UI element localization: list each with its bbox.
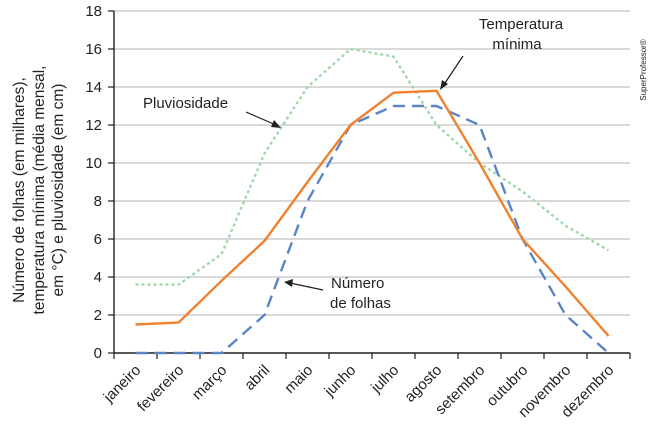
- y-tick-label: 18: [85, 3, 102, 20]
- annotation-temperatura-line-1: Temperatura: [479, 16, 564, 33]
- annotation-temperatura-arrowhead: [440, 80, 448, 90]
- y-tick-label: 4: [94, 269, 102, 286]
- x-tick-label: abril: [241, 362, 273, 394]
- y-tick-label: 12: [85, 117, 102, 134]
- annotation-pluviosidade-arrow: [245, 111, 277, 126]
- y-tick-label: 10: [85, 155, 102, 172]
- x-tick-label: março: [189, 362, 230, 403]
- y-tick-label: 16: [85, 41, 102, 58]
- x-tick-label: junho: [321, 362, 360, 401]
- x-tick-label: fevereiro: [134, 362, 187, 415]
- y-axis-label-line-2: temperatura mínima (média mensal,: [31, 66, 48, 315]
- x-tick-label: maio: [281, 362, 316, 397]
- y-axis: 0 2 4 6 8 10 12 14 16 18: [85, 3, 115, 362]
- annotation-folhas-arrow: [289, 282, 324, 291]
- annotation-folhas-line-1: Número: [331, 275, 384, 292]
- series-line-numero-de-folhas: [135, 104, 610, 355]
- annotation-folhas-arrowhead: [284, 279, 293, 287]
- annotation-pluviosidade-arrowhead: [271, 120, 281, 128]
- y-tick-label: 2: [94, 307, 102, 324]
- grid-lines: [114, 10, 630, 316]
- annotation-folhas-line-2: de folhas: [330, 295, 391, 312]
- y-axis-label-line-3: em °C) e pluviosidade (em cm): [50, 84, 67, 297]
- annotation-temperatura-line-2: mínima: [492, 36, 542, 53]
- series-lines: [135, 47, 610, 355]
- y-tick-label: 14: [85, 79, 102, 96]
- annotation-temperatura-arrow: [442, 55, 464, 87]
- y-tick-label: 0: [94, 345, 102, 362]
- series-line-temperatura-minima: [135, 89, 610, 337]
- x-tick-label: julho: [367, 362, 402, 397]
- series-line-pluviosidade: [135, 47, 610, 286]
- y-tick-label: 6: [94, 231, 102, 248]
- y-axis-label-line-1: Número de folhas (em milhares),: [11, 77, 28, 303]
- credit-text: SuperProfessor®: [639, 39, 648, 101]
- annotation-pluviosidade: Pluviosidade: [143, 95, 228, 112]
- y-tick-label: 8: [94, 193, 102, 210]
